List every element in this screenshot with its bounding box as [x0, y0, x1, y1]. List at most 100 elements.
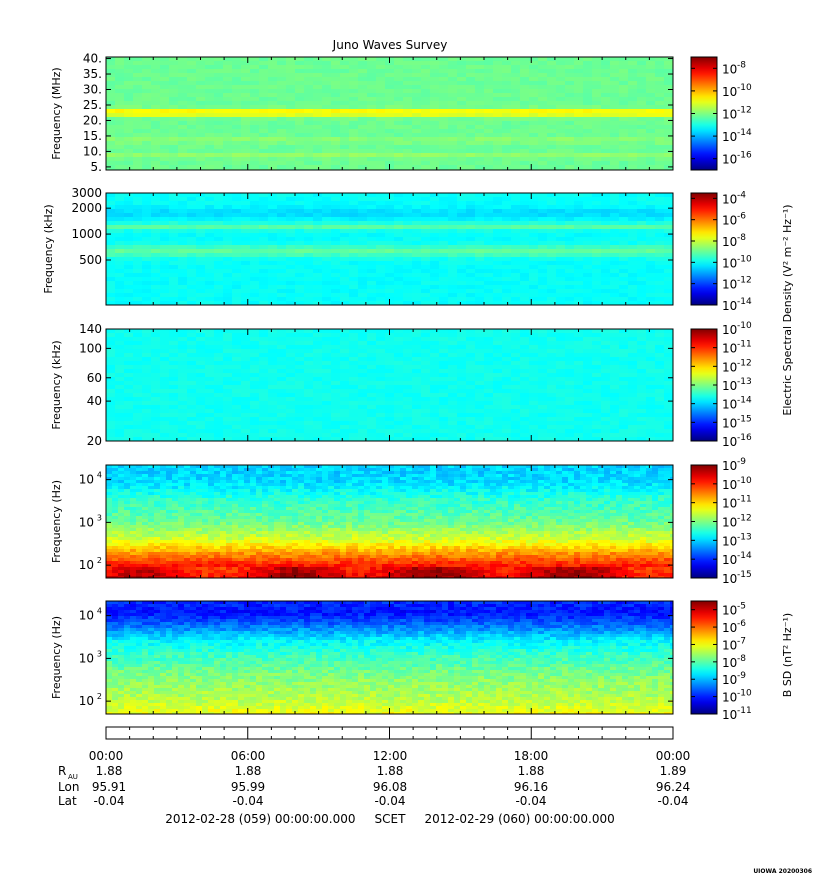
colorbar-exponent: -14: [737, 128, 752, 138]
ytick-label: 100: [79, 341, 102, 355]
ytick-label: 10: [79, 694, 94, 708]
ytick-label: 3000: [71, 186, 102, 200]
ytick-label: 10: [79, 515, 94, 529]
ytick-label: 25.: [83, 98, 102, 112]
ylabel: Frequency (Hz): [50, 616, 63, 699]
ylabel: Frequency (MHz): [50, 67, 63, 159]
colorbar-exponent: -8: [737, 654, 746, 664]
colorbar-exponent: -9: [737, 457, 746, 467]
colorbar-exponent: -12: [737, 106, 752, 116]
colorbar-label: 10: [722, 360, 737, 374]
scet-range: 2012-02-28 (059) 00:00:00.000 SCET 2012-…: [165, 812, 615, 826]
colorbar-exponent: -10: [737, 83, 752, 93]
time-tick-label: 00:00: [656, 749, 691, 763]
colorbar-label: 10: [722, 516, 737, 530]
ephemeris-value: 1.88: [377, 764, 404, 778]
colorbar-label: 10: [722, 691, 737, 705]
colorbar-exponent: -5: [737, 602, 746, 612]
ytick-label: 40.: [83, 52, 102, 66]
ylabel: Frequency (kHz): [50, 340, 63, 429]
ytick-label: 500: [79, 253, 102, 267]
colorbar-label: 10: [722, 553, 737, 567]
ephemeris-value: 1.88: [518, 764, 545, 778]
ytick-exponent: 3: [97, 649, 102, 658]
ylabel: Frequency (kHz): [42, 204, 55, 293]
ytick-label: 30.: [83, 83, 102, 97]
colorbar-exponent: -12: [737, 358, 752, 368]
ephemeris-value: -0.04: [515, 794, 546, 808]
colorbar-label: 10: [722, 621, 737, 635]
ephemeris-row-label: R: [58, 764, 66, 778]
ephemeris-value: 95.91: [92, 780, 126, 794]
time-tick-label: 12:00: [373, 749, 408, 763]
ephemeris-value: -0.04: [657, 794, 688, 808]
ephemeris-value: 1.89: [660, 764, 687, 778]
colorbar-label: 10: [722, 534, 737, 548]
ytick-label: 20.: [83, 113, 102, 127]
colorbar-label: 10: [722, 379, 737, 393]
ytick-label: 10: [79, 609, 94, 623]
colorbar-exponent: -13: [737, 532, 752, 542]
colorbar-exponent: -12: [737, 276, 752, 286]
electric-colorbar-title: Electric Spectral Density (V² m⁻² Hz⁻¹): [781, 204, 794, 415]
colorbar-label: 10: [722, 278, 737, 292]
time-tick-label: 18:00: [514, 749, 549, 763]
plot-title: Juno Waves Survey: [332, 38, 448, 52]
ephemeris-value: 1.88: [235, 764, 262, 778]
colorbar-exponent: -12: [737, 514, 752, 524]
ephemeris-value: -0.04: [93, 794, 124, 808]
ytick-exponent: 2: [97, 556, 102, 565]
footer-stamp: UIOWA 20200306: [753, 868, 812, 875]
ytick-label: 10: [79, 651, 94, 665]
ytick-exponent: 4: [97, 471, 102, 480]
magnetic-colorbar-title: B SD (nT² Hz⁻¹): [781, 613, 794, 697]
colorbar-label: 10: [722, 708, 737, 722]
panel-1: 5.10.15.20.25.30.35.40.Frequency (MHz)10…: [50, 52, 752, 174]
colorbar-exponent: -16: [737, 151, 752, 161]
ytick-label: 20: [87, 434, 102, 448]
ephemeris-value: 95.99: [231, 780, 265, 794]
ytick-exponent: 2: [97, 692, 102, 701]
colorbar-label: 10: [722, 497, 737, 511]
ytick-exponent: 4: [97, 607, 102, 616]
colorbar-label: 10: [722, 416, 737, 430]
colorbar-exponent: -10: [737, 476, 752, 486]
colorbar-label: 10: [722, 214, 737, 228]
ytick-label: 10: [79, 558, 94, 572]
colorbar-exponent: -14: [737, 396, 752, 406]
colorbar-exponent: -7: [737, 636, 746, 646]
colorbar-label: 10: [722, 256, 737, 270]
ytick-label: 1000: [71, 227, 102, 241]
colorbar-label: 10: [722, 342, 737, 356]
spectrogram-4: [106, 465, 674, 579]
colorbar-label: 10: [722, 398, 737, 412]
colorbar-exponent: -11: [737, 495, 752, 505]
colorbar-label: 10: [722, 192, 737, 206]
ylabel: Frequency (Hz): [50, 480, 63, 563]
colorbar-label: 10: [722, 656, 737, 670]
ytick-label: 35.: [83, 67, 102, 81]
ephemeris-row-label: Lat: [58, 794, 77, 808]
ephemeris-row-label: Lon: [58, 780, 79, 794]
colorbar-exponent: -15: [737, 414, 752, 424]
colorbar-exponent: -10: [737, 321, 752, 331]
colorbar-exponent: -10: [737, 254, 752, 264]
colorbar-label: 10: [722, 323, 737, 337]
colorbar-exponent: -6: [737, 619, 746, 629]
spectrogram-3: [106, 329, 674, 442]
colorbar-label: 10: [722, 130, 737, 144]
colorbar-exponent: -4: [737, 190, 746, 200]
ytick-label: 10.: [83, 144, 102, 158]
ytick-label: 5.: [91, 160, 102, 174]
colorbar-label: 10: [722, 235, 737, 249]
colorbar-exponent: -14: [737, 551, 752, 561]
time-tick-label: 06:00: [231, 749, 266, 763]
ytick-label: 60: [87, 371, 102, 385]
colorbar-label: 10: [722, 299, 737, 313]
